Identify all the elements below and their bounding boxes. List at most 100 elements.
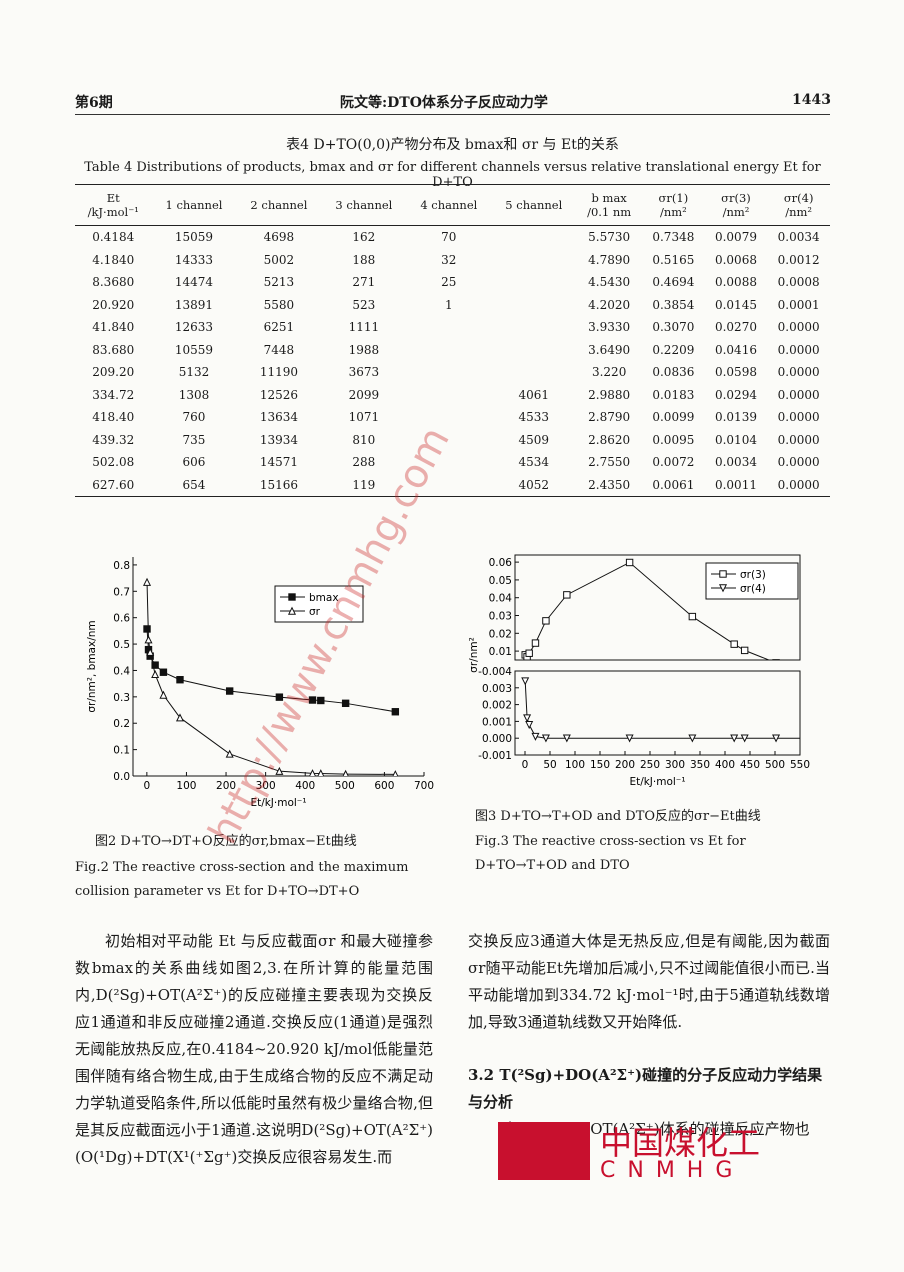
marker <box>391 708 400 716</box>
marker <box>836 664 842 670</box>
table-cell: 3.6490 <box>588 342 631 357</box>
table-cell: 4.7890 <box>588 252 631 267</box>
y-tick-label: 0.01 <box>489 646 512 658</box>
y-tick-label: 0.8 <box>113 560 130 572</box>
table-cell: 288 <box>352 455 376 470</box>
table-cell: 271 <box>352 275 376 290</box>
column-name: σr(1) <box>658 191 689 205</box>
section-heading: 3.2 T(²Sg)+DO(A²Σ⁺)碰撞的分子反应动力学结果与分析 <box>468 1066 823 1111</box>
table-cell: 0.0012 <box>777 252 820 267</box>
column-name: b max <box>591 191 627 205</box>
table-cell: 5002 <box>263 252 295 267</box>
table-cell: 0.0061 <box>652 477 695 492</box>
plot-frame <box>514 670 801 756</box>
plot-frame <box>514 554 801 661</box>
column-name: 2 channel <box>250 198 308 212</box>
marker <box>392 770 399 776</box>
table-cell: 83.680 <box>92 342 135 357</box>
table-cell: 1308 <box>178 387 210 402</box>
table-row: 83.680 10559 7448 1988 3.6490 0.2209 0.0416 0.0… <box>75 339 830 362</box>
x-tick-label: 550 <box>790 759 810 771</box>
y-tick-label: 0.2 <box>113 718 130 730</box>
y-tick-label: 0.6 <box>113 613 130 625</box>
marker <box>531 732 540 741</box>
table-cell: 70 <box>441 230 457 245</box>
table-cell: 0.0145 <box>714 297 757 312</box>
column-header: b max/0.1 nm <box>576 185 642 226</box>
table-cell: 2.8790 <box>588 410 631 425</box>
table-cell: 4052 <box>518 477 550 492</box>
column-name: 5 channel <box>505 198 563 212</box>
table-cell: 502.08 <box>92 455 135 470</box>
legend-label: σr <box>309 606 321 618</box>
marker <box>317 769 325 776</box>
table-row: 418.40 760 13634 1071 4533 2.8790 0.0099 0.0139… <box>75 406 830 429</box>
x-tick-label: 500 <box>765 759 785 771</box>
y-tick-label: 0.7 <box>113 586 130 598</box>
table-cell: 6251 <box>263 320 295 335</box>
table-cell: 0.0000 <box>777 387 820 402</box>
series-line <box>524 681 800 739</box>
x-tick-label: 50 <box>543 759 556 771</box>
table-cell: 418.40 <box>92 410 135 425</box>
marker <box>521 677 530 686</box>
table-cell: 0.0068 <box>714 252 757 267</box>
table-cell: 0.0836 <box>652 365 695 380</box>
logo-mark <box>498 1122 590 1180</box>
x-tick-label: 300 <box>665 759 685 771</box>
table-cell: 0.0598 <box>714 365 757 380</box>
y-tick-label: 0.4 <box>113 665 130 677</box>
table-cell: 2.4350 <box>588 477 631 492</box>
y-tick-label: 0.06 <box>489 557 513 569</box>
y-tick-label: 0.002 <box>482 700 512 712</box>
column-header: 2 channel <box>236 185 321 226</box>
column-name: Et <box>106 191 120 205</box>
paragraph: 初始相对平动能 Et 与反应截面σr 和最大碰撞参数bmax的关系曲线如图2,3… <box>75 932 433 1166</box>
column-header: 5 channel <box>491 185 576 226</box>
table-cell: 3.220 <box>591 365 627 380</box>
x-tick-label: 0 <box>144 780 151 792</box>
y-tick-label: 0.1 <box>113 745 130 757</box>
table-cell: 1071 <box>348 410 380 425</box>
marker <box>151 661 159 669</box>
x-tick-label: 400 <box>715 759 735 771</box>
table-cell: 1 <box>445 297 453 312</box>
marker <box>836 735 842 741</box>
marker <box>563 591 571 599</box>
table-cell: 2.9880 <box>588 387 631 402</box>
table-cell: 0.0001 <box>777 297 820 312</box>
marker <box>309 769 316 776</box>
figure-caption-en: Fig.3 The reactive cross-section vs Et f… <box>475 834 746 873</box>
marker <box>525 649 533 657</box>
marker <box>143 577 152 586</box>
table-cell: 209.20 <box>92 365 135 380</box>
y-tick-label: 0.3 <box>113 692 130 704</box>
table-cell: 13891 <box>174 297 214 312</box>
column-name: 3 channel <box>335 198 393 212</box>
x-tick-label: 250 <box>640 759 660 771</box>
marker <box>525 721 534 730</box>
x-tick-label: 600 <box>374 780 394 792</box>
marker <box>143 625 151 633</box>
table-cell: 0.0034 <box>777 230 820 245</box>
x-tick-label: 400 <box>295 780 315 792</box>
table-cell: 3673 <box>348 365 380 380</box>
running-head: 第6期 <box>75 95 113 111</box>
table-cell: 162 <box>352 230 376 245</box>
marker <box>317 696 325 705</box>
table-cell: 523 <box>352 297 376 312</box>
table-row: 334.72 1308 12526 2099 4061 2.9880 0.0183 0.029… <box>75 384 830 407</box>
y-tick-label: 0.003 <box>482 683 512 695</box>
x-tick-label: 200 <box>615 759 635 771</box>
x-tick-label: 150 <box>590 759 610 771</box>
table-cell: 0.0000 <box>777 365 820 380</box>
table-cell: 2.7550 <box>588 455 631 470</box>
paragraph: 交换反应3通道大体是无热反应,但是有阈能,因为截面σr随平动能Et先增加后减小,… <box>468 932 830 1031</box>
column-name: 4 channel <box>420 198 478 212</box>
table-cell: 1111 <box>348 320 380 335</box>
marker <box>541 734 550 743</box>
header-rule <box>75 114 830 115</box>
marker <box>772 659 780 660</box>
table-cell: 0.0034 <box>714 455 757 470</box>
